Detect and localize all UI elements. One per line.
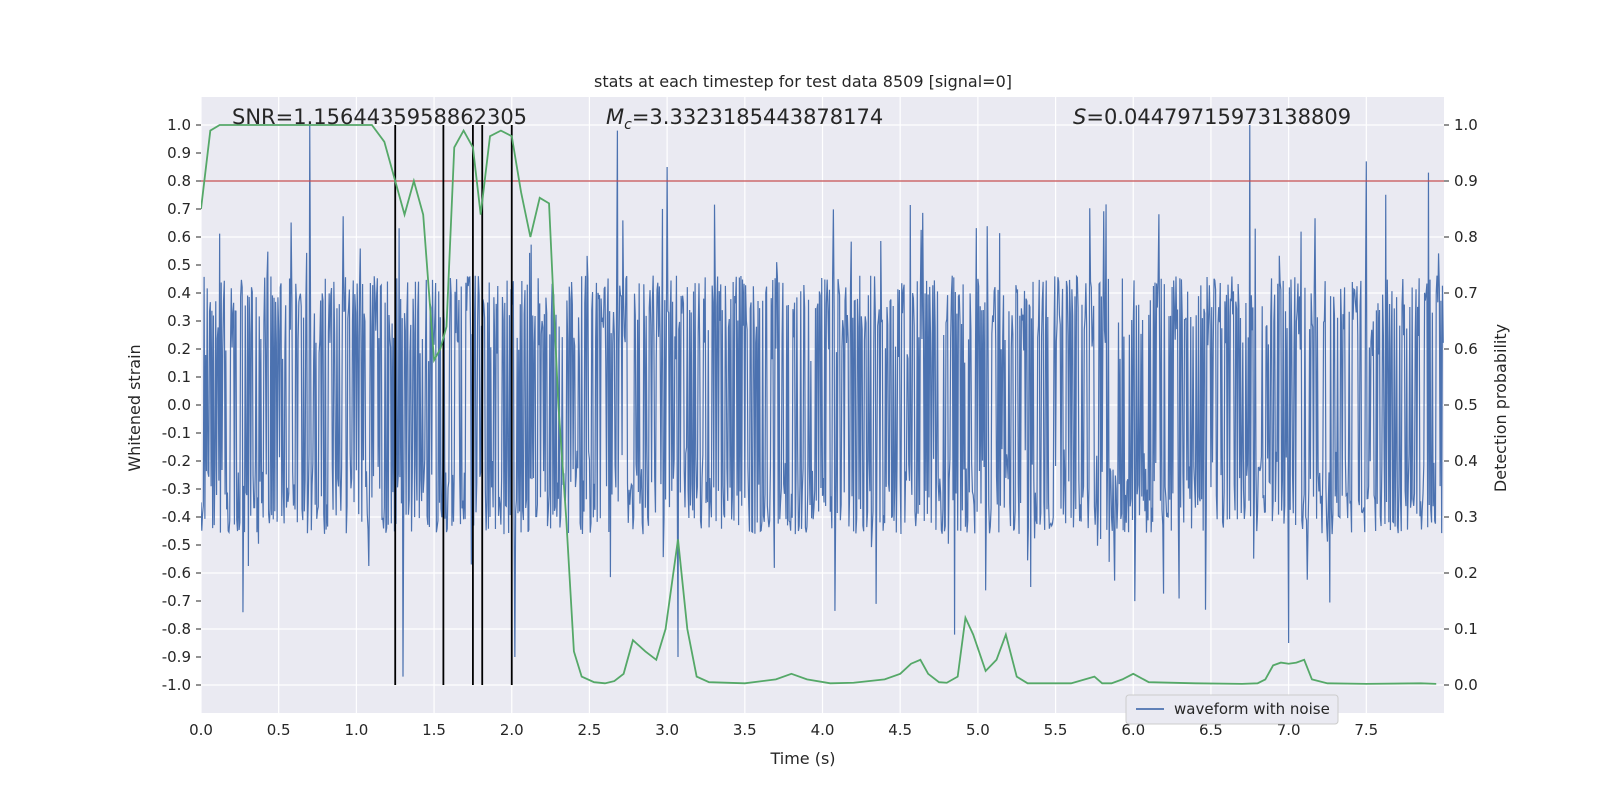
y2-tick-label: 0.2 — [1454, 564, 1478, 582]
y-tick-label: -0.2 — [162, 452, 191, 470]
x-tick-label: 0.0 — [189, 721, 213, 739]
y-tick-label: -0.4 — [162, 508, 191, 526]
y2-tick-label: 0.4 — [1454, 452, 1478, 470]
s-value: =0.04479715973138809 — [1086, 105, 1351, 129]
chirp-mass-symbol: M — [606, 105, 624, 129]
y2-axis-ticks: 1.0 0.9 0.8 0.7 0.6 0.5 0.4 0.3 0.2 0.1 0.0 — [1444, 116, 1478, 694]
y-tick-label: -0.7 — [162, 592, 191, 610]
snr-annotation: SNR=1.1564435958862305 — [232, 105, 527, 129]
x-axis-label: Time (s) — [769, 749, 835, 768]
y-tick-label: 0.4 — [167, 284, 191, 302]
y-tick-label: 0.3 — [167, 312, 191, 330]
y-tick-label: -0.5 — [162, 536, 191, 554]
chirp-mass-annotation: Mc=3.3323185443878174 — [606, 105, 883, 133]
y2-tick-label: 0.1 — [1454, 620, 1478, 638]
x-tick-label: 6.0 — [1121, 721, 1145, 739]
y2-tick-label: 0.7 — [1454, 284, 1478, 302]
x-tick-label: 2.5 — [578, 721, 602, 739]
x-tick-label: 6.5 — [1199, 721, 1223, 739]
y2-tick-label: 0.6 — [1454, 340, 1478, 358]
x-tick-label: 3.0 — [655, 721, 679, 739]
waveform-series — [201, 124, 1444, 677]
y-tick-label: 0.7 — [167, 200, 191, 218]
x-tick-label: 3.5 — [733, 721, 757, 739]
y2-axis-label: Detection probability — [1491, 324, 1510, 492]
chirp-mass-value: =3.3323185443878174 — [632, 105, 883, 129]
legend-box — [1125, 694, 1339, 725]
y2-tick-label: 0.8 — [1454, 228, 1478, 246]
y-tick-label: -0.9 — [162, 648, 191, 666]
s-symbol: S — [1073, 105, 1086, 129]
legend-label: waveform with noise — [1174, 700, 1330, 718]
y-tick-label: -0.8 — [162, 620, 191, 638]
y2-tick-label: 0.9 — [1454, 172, 1478, 190]
legend: waveform with noise — [1125, 694, 1339, 725]
y-tick-label: 0.9 — [167, 144, 191, 162]
x-tick-label: 2.0 — [500, 721, 524, 739]
detection-probability-series — [201, 124, 1437, 685]
x-tick-label: 5.0 — [966, 721, 990, 739]
y-tick-label: -0.1 — [162, 424, 191, 442]
x-tick-label: 7.0 — [1277, 721, 1301, 739]
x-tick-label: 1.5 — [422, 721, 446, 739]
y-tick-label: 0.2 — [167, 340, 191, 358]
y-tick-label: -1.0 — [162, 676, 191, 694]
y-tick-label: -0.3 — [162, 480, 191, 498]
y2-tick-label: 1.0 — [1454, 116, 1478, 134]
y-tick-label: 0.1 — [167, 368, 191, 386]
s-annotation: S=0.04479715973138809 — [1073, 105, 1351, 129]
y-tick-label: 1.0 — [167, 116, 191, 134]
chirp-mass-subscript: c — [624, 117, 632, 133]
y-tick-label: -0.6 — [162, 564, 191, 582]
detection-markers — [394, 125, 513, 685]
x-tick-label: 5.5 — [1044, 721, 1068, 739]
x-tick-label: 4.5 — [888, 721, 912, 739]
y2-tick-label: 0.3 — [1454, 508, 1478, 526]
x-tick-label: 4.0 — [811, 721, 835, 739]
y2-tick-label: 0.0 — [1454, 676, 1478, 694]
y-tick-label: 0.5 — [167, 256, 191, 274]
chart-title: stats at each timestep for test data 850… — [594, 72, 1012, 91]
x-tick-label: 7.5 — [1354, 721, 1378, 739]
y-axis-ticks: 1.0 0.9 0.8 0.7 0.6 0.5 0.4 0.3 0.2 0.1 0.0 -0.1 -0.… — [162, 116, 201, 694]
y-tick-label: 0.0 — [167, 396, 191, 414]
x-tick-label: 1.0 — [344, 721, 368, 739]
x-axis-ticks: 0.0 0.5 1.0 1.5 2.0 2.5 3.0 3.5 4.0 4.5 5.0 5.5 6.0 6… — [189, 721, 1378, 739]
y2-tick-label: 0.5 — [1454, 396, 1478, 414]
y-tick-label: 0.6 — [167, 228, 191, 246]
y-axis-label: Whitened strain — [125, 344, 144, 471]
x-tick-label: 0.5 — [267, 721, 291, 739]
y-tick-label: 0.8 — [167, 172, 191, 190]
